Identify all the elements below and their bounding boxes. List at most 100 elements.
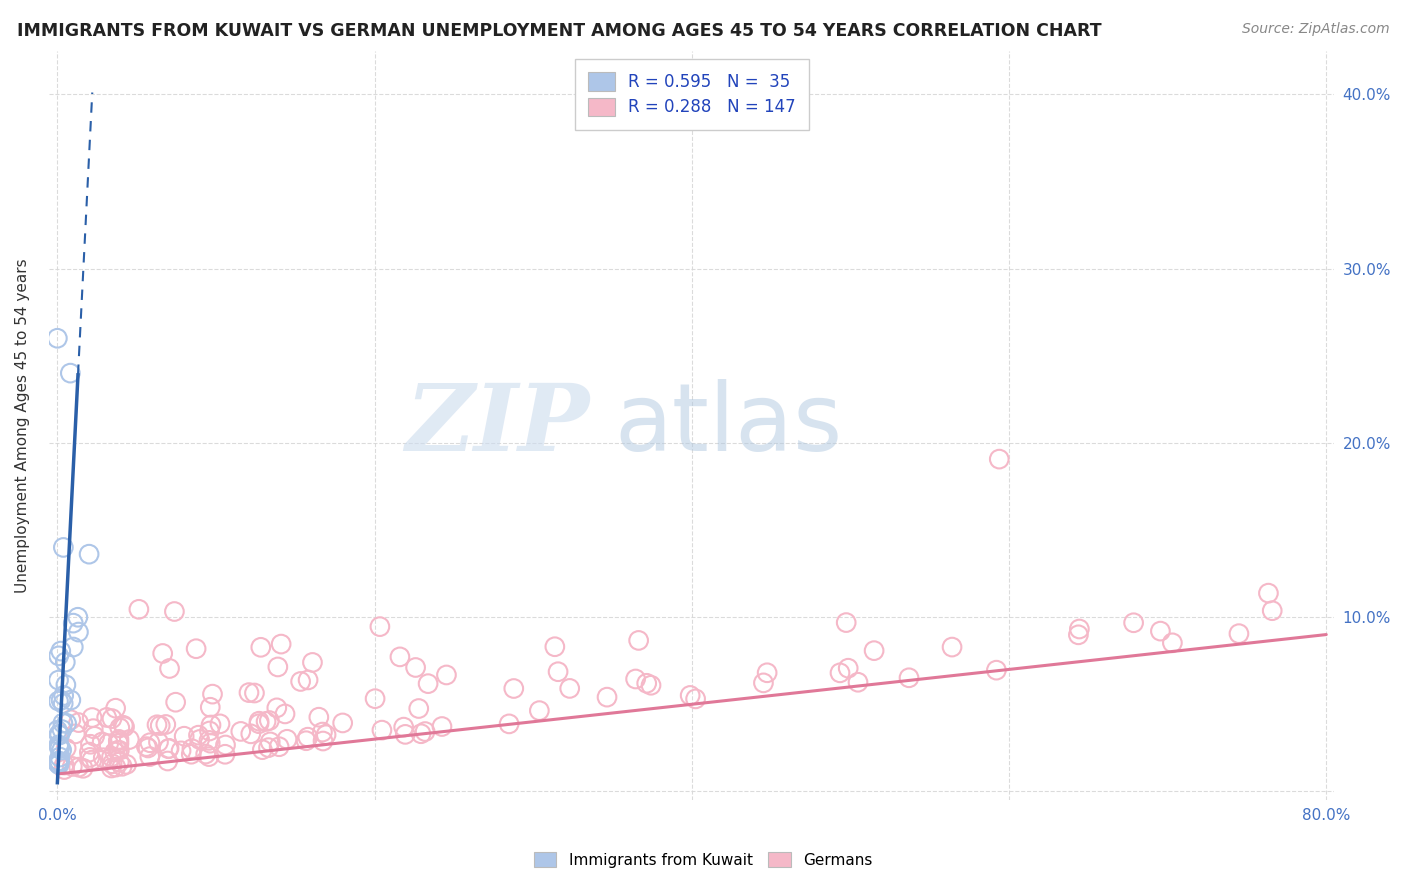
Point [51,723,73,737]
Point [60,759,83,773]
Point [266,701,288,715]
Point [200,736,222,750]
Point [46,331,69,345]
Point [156,754,179,768]
Point [104,745,127,759]
Point [274,706,297,721]
Text: Source: ZipAtlas.com: Source: ZipAtlas.com [1241,22,1389,37]
Point [67,625,90,640]
Point [48,694,70,708]
Point [295,733,318,747]
Point [114,720,136,734]
Point [297,730,319,744]
Point [201,687,224,701]
Point [108,732,131,747]
Point [1067,628,1090,642]
Point [846,675,869,690]
Point [52,716,75,731]
Point [53,758,76,772]
Point [104,701,127,715]
Text: ZIP: ZIP [405,380,589,470]
Point [62,616,84,631]
Point [83,729,105,743]
Point [66,610,89,624]
Point [72,761,94,775]
Point [77,547,100,561]
Point [529,704,551,718]
Point [67,760,90,774]
Point [1261,604,1284,618]
Point [115,757,138,772]
Point [1149,624,1171,639]
Point [53,763,76,777]
Point [311,725,333,739]
Point [111,759,134,773]
Point [290,674,312,689]
Point [101,712,124,726]
Point [48,755,70,769]
Point [364,691,387,706]
Point [1161,636,1184,650]
Point [139,736,162,750]
Point [55,741,77,756]
Point [315,728,337,742]
Point [502,681,524,696]
Point [163,605,186,619]
Point [752,676,775,690]
Point [430,719,453,733]
Point [51,743,73,757]
Point [252,742,274,756]
Point [679,689,702,703]
Point [49,693,72,707]
Point [157,741,180,756]
Point [558,681,581,696]
Point [180,741,202,756]
Point [371,723,394,738]
Point [79,745,101,759]
Point [65,727,87,741]
Point [48,648,70,663]
Point [308,710,330,724]
Point [988,452,1011,467]
Point [898,671,921,685]
Point [112,718,135,732]
Point [198,749,221,764]
Point [91,750,114,764]
Point [82,722,104,736]
Point [436,668,458,682]
Point [184,641,207,656]
Point [394,727,416,741]
Point [416,676,439,690]
Point [276,732,298,747]
Point [547,665,569,679]
Point [100,749,122,764]
Point [544,640,567,654]
Point [48,728,70,742]
Point [388,649,411,664]
Point [1122,615,1144,630]
Point [986,663,1008,677]
Y-axis label: Unemployment Among Ages 45 to 54 years: Unemployment Among Ages 45 to 54 years [15,258,30,592]
Point [332,715,354,730]
Point [941,640,963,654]
Point [408,701,430,715]
Point [170,744,193,758]
Point [405,660,427,674]
Point [200,700,222,714]
Point [238,685,260,699]
Point [59,713,82,727]
Point [108,743,131,757]
Point [107,736,129,750]
Point [55,678,77,692]
Point [52,689,75,703]
Point [257,740,280,755]
Point [624,672,647,686]
Point [136,741,159,756]
Point [108,755,131,769]
Point [247,716,270,731]
Point [392,720,415,734]
Point [187,728,209,742]
Point [254,714,277,729]
Point [100,761,122,775]
Point [48,739,70,753]
